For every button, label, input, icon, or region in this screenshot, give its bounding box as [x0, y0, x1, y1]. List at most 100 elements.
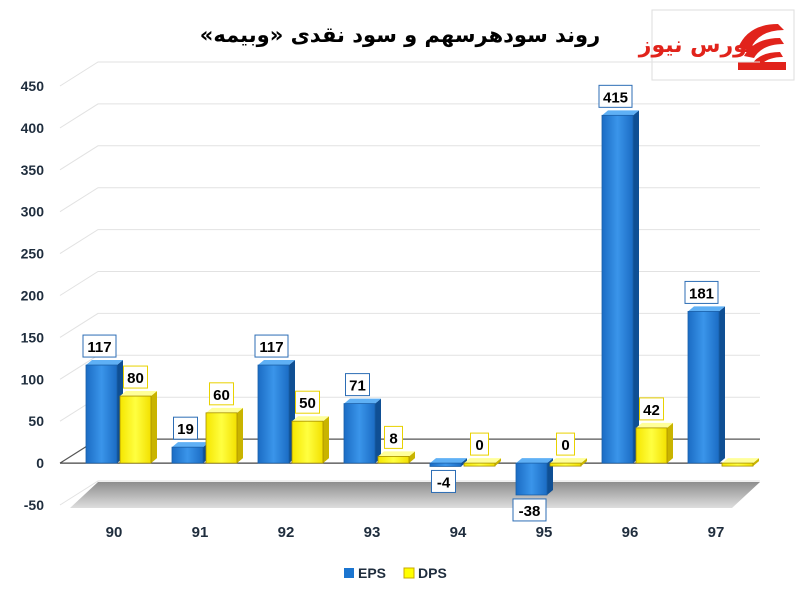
logo-text: بورس نیوز	[638, 33, 755, 58]
bar-eps-90	[85, 360, 123, 464]
bar-eps-97	[687, 306, 725, 464]
bar-side	[581, 458, 587, 467]
gridline	[59, 354, 760, 380]
bar-top	[292, 416, 329, 422]
data-label-text: 117	[87, 339, 111, 356]
data-label-eps-90: 117	[82, 334, 117, 358]
bar-top	[86, 360, 123, 366]
data-label-text: -38	[519, 503, 541, 520]
data-label-text: 71	[349, 378, 366, 395]
bar-eps-95	[515, 458, 553, 496]
x-tick-label: 94	[450, 524, 467, 541]
gridline	[59, 103, 760, 129]
legend-swatch-dps	[403, 567, 415, 579]
bar-side	[547, 458, 553, 495]
data-label-box	[556, 432, 575, 456]
bar-top	[688, 306, 725, 312]
bar-top	[258, 360, 295, 366]
bar-eps-96	[601, 110, 639, 464]
y-tick-label: 0	[36, 455, 44, 471]
bar-front	[429, 462, 462, 467]
data-label-box	[684, 280, 719, 304]
bar-side	[495, 458, 501, 467]
bar-side	[151, 391, 157, 464]
data-label-box	[82, 334, 117, 358]
gridline	[59, 145, 760, 171]
y-tick-label: 200	[21, 288, 45, 304]
data-label-dps-93: 8	[384, 425, 403, 449]
bar-top	[636, 422, 673, 428]
data-label-text: 0	[561, 437, 569, 454]
x-tick-label: 90	[106, 524, 123, 541]
gridline	[59, 271, 760, 296]
data-label-box	[209, 382, 234, 406]
bar-front	[119, 395, 152, 464]
data-label-box	[512, 498, 547, 522]
bar-top	[722, 458, 759, 464]
y-tick-label: 450	[21, 78, 45, 94]
x-tick-label: 95	[536, 524, 553, 541]
bar-top	[602, 110, 639, 116]
data-labels: 117 80 19 60 117 50 71 8 -4 0 -38 0 415 42 181	[82, 84, 719, 522]
chart-title: روند سودهرسهم و سود نقدی «وبیمه»	[200, 23, 600, 47]
data-label-dps-94: 0	[470, 432, 489, 456]
data-label-dps-90: 80	[123, 365, 148, 389]
bar-front	[463, 462, 496, 467]
data-label-text: 181	[689, 285, 714, 302]
data-label-text: 42	[643, 402, 660, 419]
bar-front	[85, 364, 118, 464]
bar-side	[719, 306, 725, 464]
x-axis: 90 91 92 93 94 95 96 97	[106, 524, 725, 541]
data-label-eps-97: 181	[684, 280, 719, 304]
data-label-text: 0	[475, 437, 483, 454]
x-tick-label: 92	[278, 524, 295, 541]
data-label-text: 117	[259, 339, 283, 356]
bar-front	[205, 412, 238, 464]
bar-front	[257, 364, 290, 464]
bar-top	[378, 451, 415, 457]
bar-top	[120, 391, 157, 397]
data-label-box	[254, 334, 289, 358]
data-label-dps-92: 50	[295, 390, 320, 414]
gridline	[59, 312, 760, 338]
bar-front	[171, 446, 204, 464]
data-label-text: 80	[127, 370, 144, 387]
gridline	[59, 229, 760, 255]
bar-dps-96	[635, 422, 673, 464]
y-tick-label: 400	[21, 120, 45, 136]
y-tick-label: 100	[21, 371, 45, 387]
bar-side	[753, 458, 759, 467]
bar-eps-94	[429, 458, 467, 467]
bar-dps-91	[205, 407, 243, 464]
data-label-dps-95: 0	[556, 432, 575, 456]
data-label-box	[295, 390, 320, 414]
data-label-box	[123, 365, 148, 389]
data-label-dps-96: 42	[639, 397, 664, 421]
y-axis: 450 400 350 300 250 200 150 100 50 0 -50	[21, 78, 45, 513]
x-tick-label: 93	[364, 524, 381, 541]
data-label-eps-93: 71	[345, 373, 370, 397]
bar-dps-92	[291, 416, 329, 464]
bourse-news-logo: بورس نیوز	[638, 9, 795, 81]
bar-side	[667, 422, 673, 464]
bar-dps-93	[377, 451, 415, 464]
bar-front	[721, 462, 754, 467]
bar-front	[291, 420, 324, 464]
bar-dps-90	[119, 391, 157, 464]
legend-label-eps: EPS	[358, 565, 386, 581]
bar-front	[343, 403, 376, 464]
bar-dps-94	[463, 458, 501, 467]
data-label-text: 415	[603, 89, 628, 106]
bar-front	[635, 427, 668, 464]
data-label-text: 8	[389, 430, 397, 447]
bar-front	[687, 311, 720, 464]
data-label-eps-95: -38	[512, 498, 547, 522]
data-label-eps-96: 415	[598, 84, 633, 108]
bar-top	[172, 442, 209, 448]
bar-top	[206, 407, 243, 413]
x-tick-label: 97	[708, 524, 725, 541]
y-tick-label: 250	[21, 246, 45, 262]
bar-side	[323, 416, 329, 464]
bar-side	[409, 451, 415, 464]
data-label-box	[345, 373, 370, 397]
